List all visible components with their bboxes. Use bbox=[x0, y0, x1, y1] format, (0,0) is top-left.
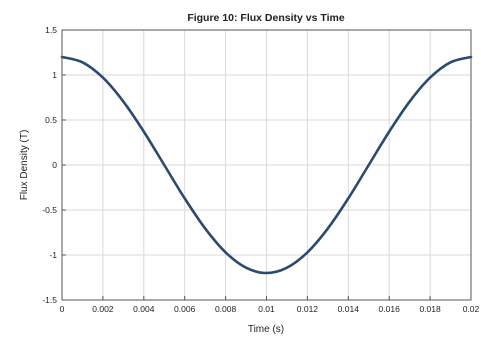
x-tick-label: 0.002 bbox=[92, 304, 114, 314]
y-tick-label: 0.5 bbox=[45, 115, 57, 125]
y-tick-label: -1.5 bbox=[42, 295, 57, 305]
x-tick-label: 0.004 bbox=[133, 304, 155, 314]
x-tick-label: 0.01 bbox=[258, 304, 275, 314]
chart-title: Figure 10: Flux Density vs Time bbox=[187, 12, 345, 24]
x-tick-label: 0.016 bbox=[379, 304, 401, 314]
y-tick-label: -0.5 bbox=[42, 205, 57, 215]
y-tick-label: -1 bbox=[49, 250, 57, 260]
y-axis-label: Flux Density (T) bbox=[19, 130, 30, 201]
x-tick-label: 0.02 bbox=[463, 304, 480, 314]
y-tick-label: 1 bbox=[52, 70, 57, 80]
x-axis-label: Time (s) bbox=[248, 324, 284, 335]
x-tick-label: 0.014 bbox=[338, 304, 360, 314]
x-tick-label: 0.012 bbox=[297, 304, 319, 314]
x-tick-label: 0.018 bbox=[419, 304, 441, 314]
y-tick-label: 1.5 bbox=[45, 25, 57, 35]
x-tick-label: 0.006 bbox=[174, 304, 196, 314]
x-tick-label: 0 bbox=[60, 304, 65, 314]
y-tick-label: 0 bbox=[52, 160, 57, 170]
x-tick-label: 0.008 bbox=[215, 304, 237, 314]
